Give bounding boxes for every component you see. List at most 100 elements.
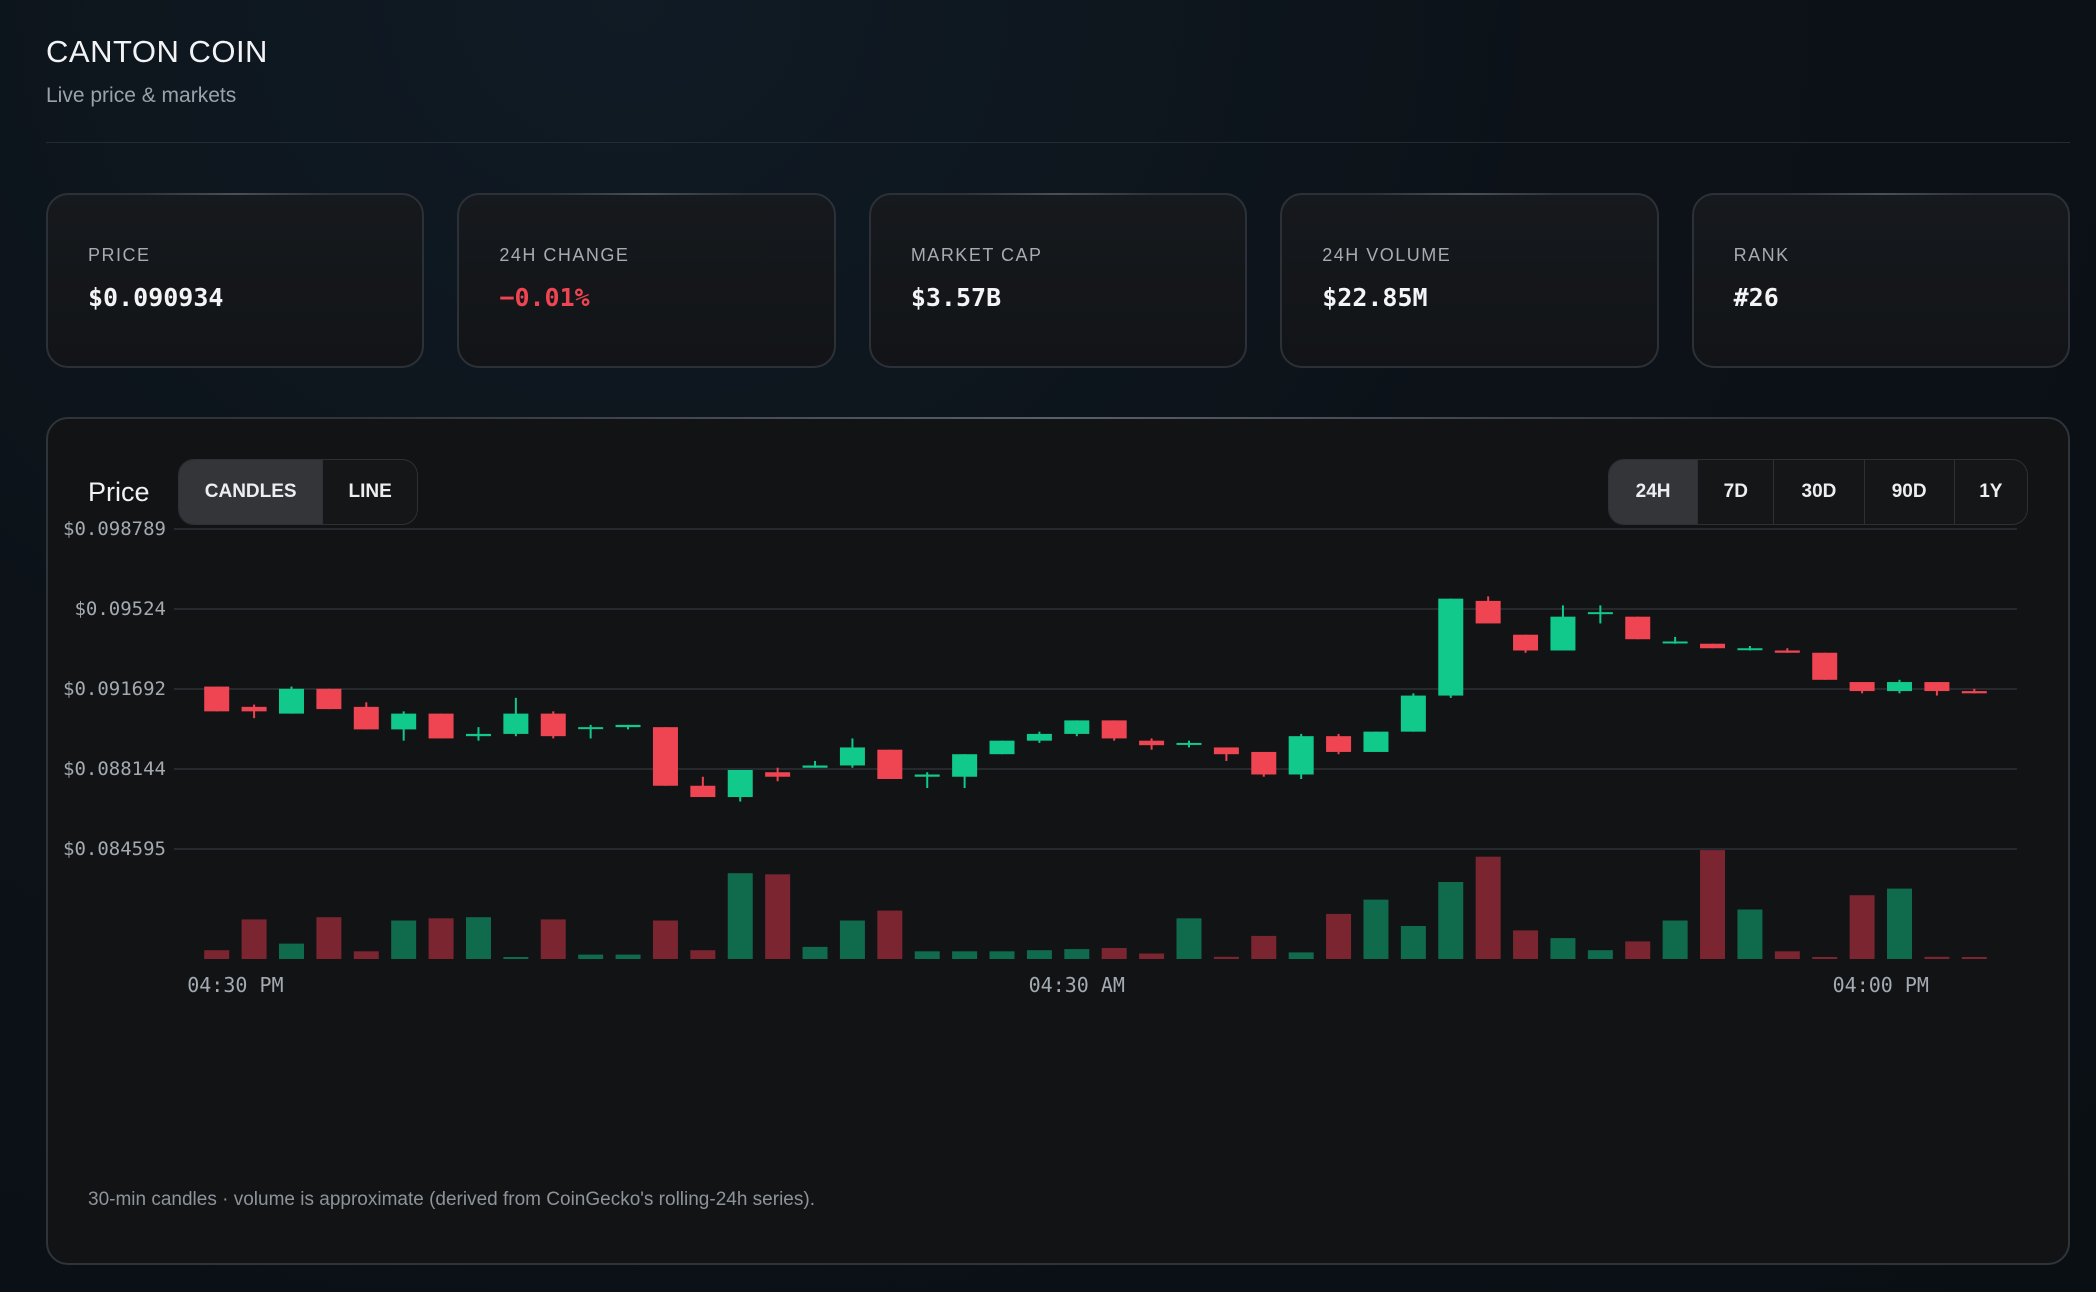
volume-bar xyxy=(540,919,566,959)
stat-value: #26 xyxy=(1733,283,1779,312)
y-tick-label: $0.09524 xyxy=(74,598,166,620)
volume-bar xyxy=(1774,951,1800,959)
volume-bar xyxy=(1812,957,1838,959)
candle-body xyxy=(952,754,978,777)
stat-card-24h-volume: 24H VOLUME $22.85M xyxy=(1280,193,1659,368)
time-range-selector: 24H 7D 30D 90D 1Y xyxy=(1608,459,2028,525)
page-header: CANTON COIN Live price & markets xyxy=(46,34,268,108)
volume-bar xyxy=(727,873,753,959)
candlestick-chart[interactable]: $0.098789 $0.09524 $0.091692 $0.088144 $0.08… xyxy=(48,419,2068,1179)
volume-bar xyxy=(952,951,978,959)
volume-bar xyxy=(1961,957,1987,959)
candle-body xyxy=(1438,598,1464,696)
candle-body xyxy=(1662,641,1688,644)
candle-body xyxy=(1288,736,1314,775)
x-tick-label: 04:30 AM xyxy=(1029,973,1125,997)
volume-bar xyxy=(1176,918,1202,959)
candle-body xyxy=(578,727,604,730)
candle-body xyxy=(652,727,678,786)
y-axis-ticks: $0.098789 $0.09524 $0.091692 $0.088144 $0.08… xyxy=(63,518,166,860)
volume-bar xyxy=(503,957,529,959)
volume-bar xyxy=(316,917,342,959)
candle-body xyxy=(204,686,230,712)
stat-card-price: PRICE $0.090934 xyxy=(46,193,425,368)
candle-body xyxy=(1251,751,1277,775)
candle-body xyxy=(503,713,529,734)
candle-body xyxy=(1513,634,1539,651)
candle-body xyxy=(914,774,940,777)
volume-bar xyxy=(278,943,304,959)
volume-bar xyxy=(1326,913,1352,959)
candle-body xyxy=(1774,650,1800,653)
candle-body xyxy=(241,706,267,712)
volume-bar xyxy=(353,951,379,959)
volume-bar xyxy=(989,951,1015,959)
y-tick-label: $0.084595 xyxy=(63,838,166,860)
page-title: CANTON COIN xyxy=(46,34,268,69)
candle-body xyxy=(353,706,379,730)
volume-bar xyxy=(204,950,230,959)
stat-value: $0.090934 xyxy=(88,283,224,312)
candle-body xyxy=(802,765,828,768)
range-90d-button[interactable]: 90D xyxy=(1865,460,1955,524)
candle-body xyxy=(1700,643,1726,649)
candle-body xyxy=(615,724,641,728)
candle-body xyxy=(727,769,753,798)
volume-bar xyxy=(1438,882,1464,959)
line-button[interactable]: LINE xyxy=(348,481,392,502)
y-tick-label: $0.088144 xyxy=(63,758,166,780)
volume-bar xyxy=(1513,930,1539,959)
volume-bar xyxy=(914,951,940,959)
volume-bar xyxy=(1924,956,1950,959)
y-tick-label: $0.098789 xyxy=(63,518,166,540)
volume-bar xyxy=(877,910,903,959)
candle-body xyxy=(1849,682,1875,692)
candle-body xyxy=(1363,731,1389,752)
x-axis-ticks: 04:30 PM 04:30 AM 04:00 PM xyxy=(187,973,1929,997)
volume-bar xyxy=(1737,909,1763,959)
volume-bar xyxy=(391,920,417,959)
stat-label: MARKET CAP xyxy=(910,245,1043,265)
candle-body xyxy=(1026,733,1052,741)
range-24h-button[interactable]: 24H xyxy=(1609,460,1699,524)
grid-layer xyxy=(174,528,2017,850)
stat-label: RANK xyxy=(1733,245,1790,265)
stat-label: 24H VOLUME xyxy=(1322,245,1452,265)
volume-bar xyxy=(1400,926,1426,959)
volume-bar xyxy=(1026,950,1052,959)
candle-body xyxy=(1550,616,1576,651)
candle-body xyxy=(540,713,566,737)
candle-body xyxy=(1812,652,1838,680)
stat-label: PRICE xyxy=(88,245,151,265)
candle-body xyxy=(877,749,903,779)
volume-bar xyxy=(1139,953,1165,959)
volume-bar xyxy=(802,946,828,959)
candle-body xyxy=(1213,747,1239,755)
volume-bar xyxy=(652,920,678,959)
volume-bar xyxy=(1064,949,1090,959)
stat-value: $3.57B xyxy=(910,283,1002,312)
candle-body xyxy=(1924,682,1950,692)
volume-bar xyxy=(1288,952,1314,959)
x-tick-label: 04:30 PM xyxy=(187,973,283,997)
candle-body xyxy=(1475,600,1501,624)
candle-body xyxy=(839,747,865,766)
chart-type-toggle: CANDLES LINE xyxy=(178,459,418,525)
range-30d-button[interactable]: 30D xyxy=(1774,460,1865,524)
range-1y-button[interactable]: 1Y xyxy=(1979,481,2003,502)
chart-footnote: 30-min candles · volume is approximate (… xyxy=(88,1189,815,1210)
volume-layer xyxy=(204,850,1987,959)
stat-label: 24H CHANGE xyxy=(499,245,630,265)
volume-bar xyxy=(578,954,604,959)
header-divider xyxy=(46,142,2070,143)
candle-body xyxy=(1101,720,1127,739)
y-tick-label: $0.091692 xyxy=(63,678,166,700)
x-tick-label: 04:00 PM xyxy=(1833,973,1929,997)
range-7d-button[interactable]: 7D xyxy=(1698,460,1775,524)
volume-bar xyxy=(1363,899,1389,959)
candle-body xyxy=(465,733,491,737)
page-subtitle: Live price & markets xyxy=(46,84,237,107)
candles-button[interactable]: CANDLES xyxy=(179,460,324,524)
stats-row: PRICE $0.090934 24H CHANGE −0.01% MARKET… xyxy=(46,193,2071,368)
candle-body xyxy=(1400,695,1426,732)
